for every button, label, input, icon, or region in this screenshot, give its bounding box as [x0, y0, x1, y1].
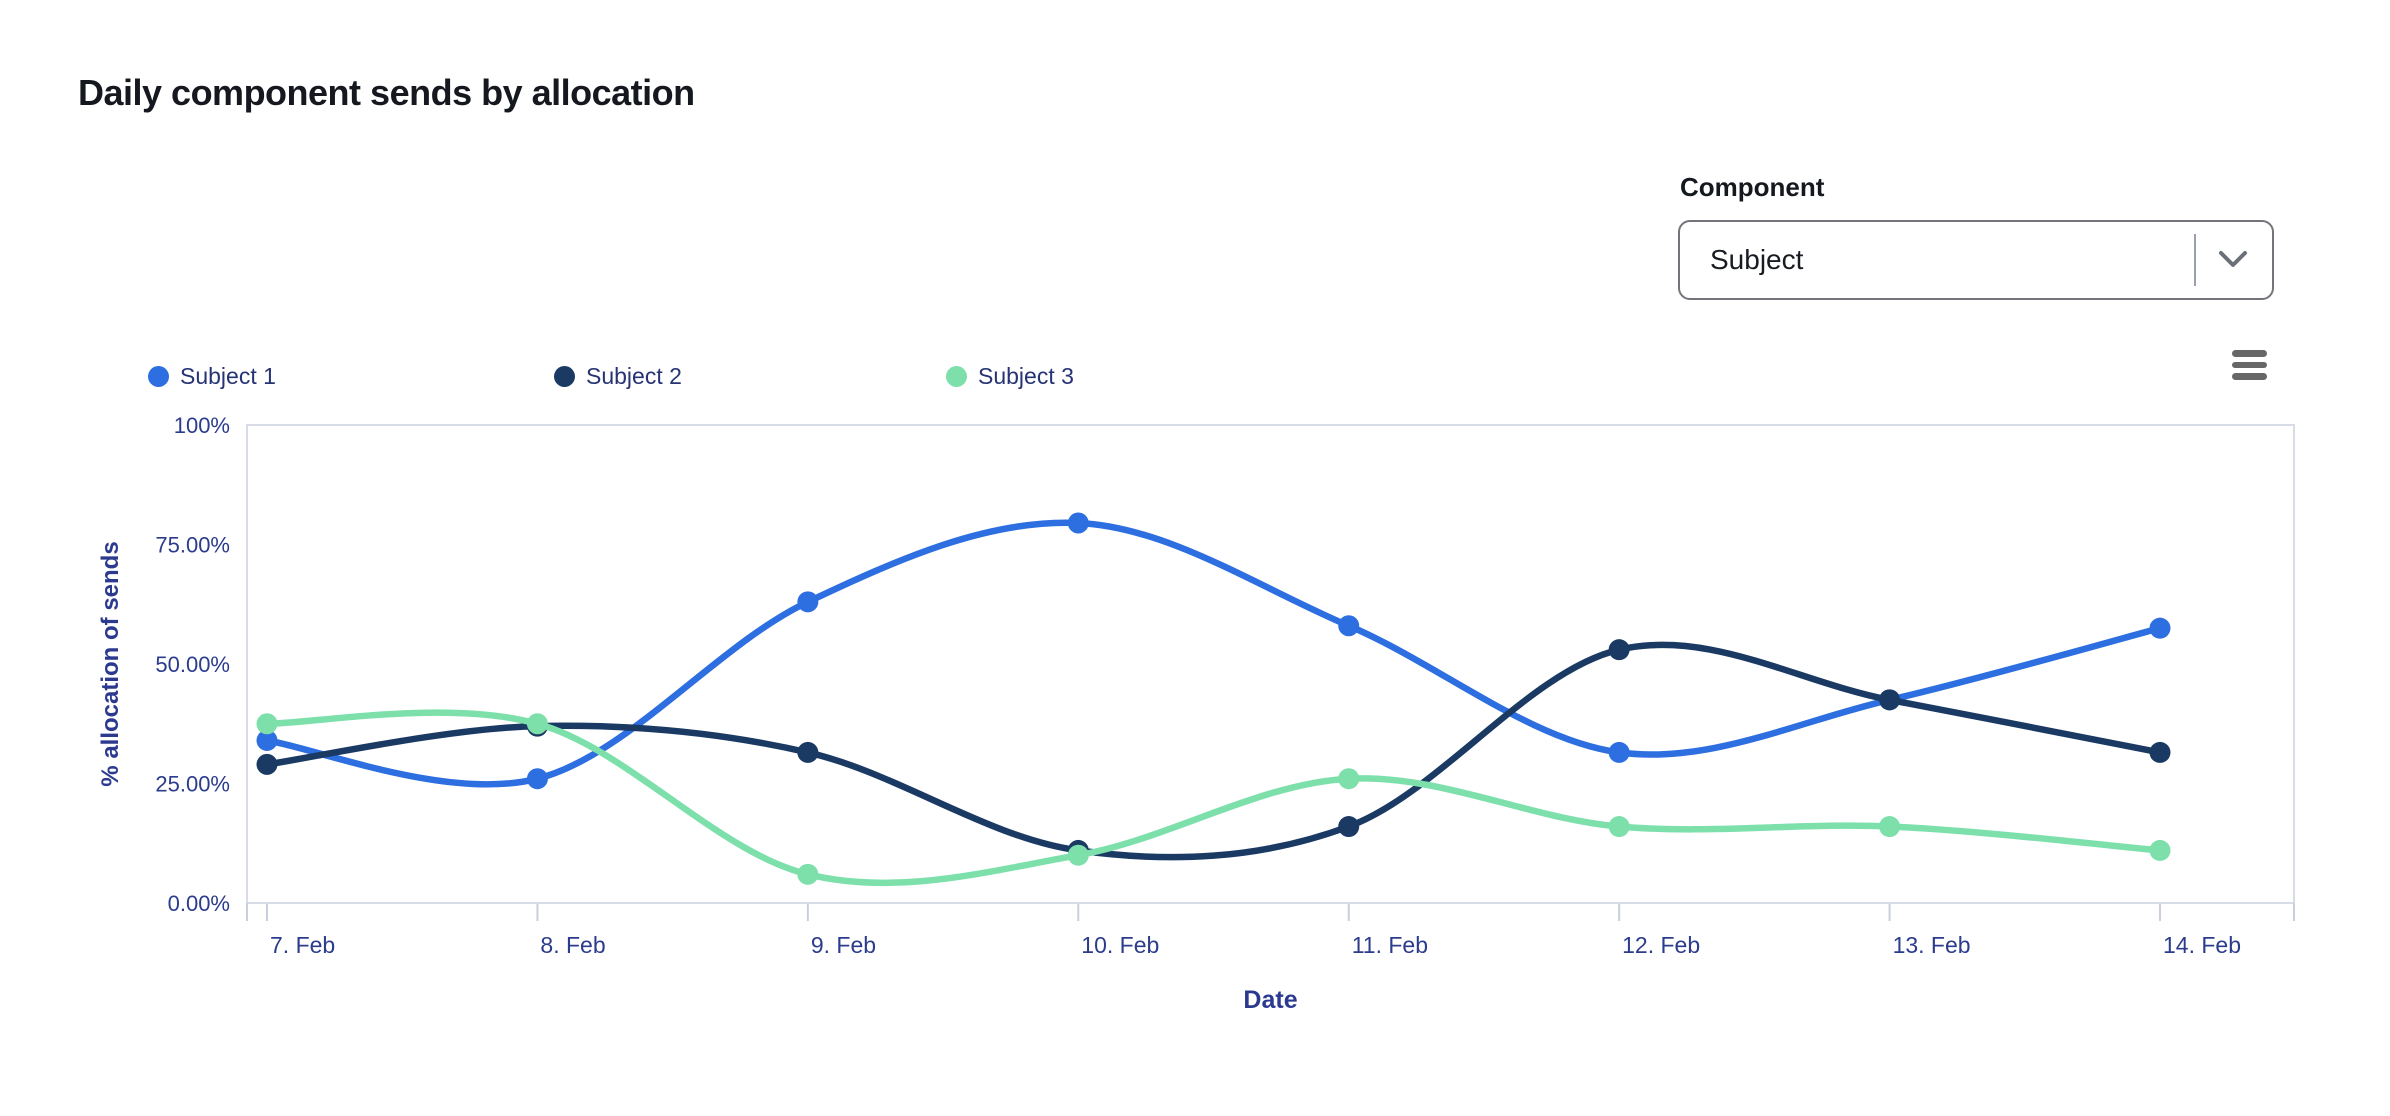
legend-marker-icon: [148, 365, 169, 387]
series-subject-3[interactable]: [256, 709, 2171, 887]
data-point[interactable]: [1608, 816, 1630, 838]
data-point[interactable]: [2149, 617, 2171, 639]
x-axis-label: 8. Feb: [540, 932, 605, 958]
legend-label: Subject 3: [978, 362, 1074, 389]
chevron-down-icon[interactable]: [2218, 250, 2248, 270]
y-axis-label: 0.00%: [168, 891, 230, 916]
data-point[interactable]: [1608, 741, 1630, 763]
y-axis-label: 75.00%: [155, 533, 230, 558]
legend-item-subject-3[interactable]: Subject 3: [946, 358, 1074, 394]
legend-label: Subject 1: [180, 362, 276, 389]
data-point[interactable]: [1879, 689, 1901, 711]
data-point[interactable]: [1067, 512, 1089, 534]
page-title: Daily component sends by allocation: [78, 72, 695, 113]
data-point[interactable]: [256, 713, 278, 735]
hamburger-icon: [2232, 350, 2267, 357]
select-divider: [2194, 234, 2196, 286]
y-axis-label: 100%: [174, 413, 230, 438]
y-axis-label: 25.00%: [155, 772, 230, 797]
data-point[interactable]: [526, 713, 548, 735]
x-axis-title: Date: [1243, 986, 1297, 1014]
x-axis-label: 14. Feb: [2163, 932, 2241, 958]
y-axis-title: % allocation of sends: [97, 541, 124, 786]
x-axis-label: 7. Feb: [270, 932, 335, 958]
data-point[interactable]: [797, 863, 819, 885]
data-point[interactable]: [797, 591, 819, 613]
legend-label: Subject 2: [586, 362, 682, 389]
x-axis-label: 13. Feb: [1893, 932, 1971, 958]
data-point[interactable]: [526, 768, 548, 790]
data-point[interactable]: [1879, 816, 1901, 838]
data-point[interactable]: [1338, 816, 1360, 838]
x-axis-label: 9. Feb: [811, 932, 876, 958]
chart-menu-button[interactable]: [2224, 342, 2275, 388]
x-axis-label: 11. Feb: [1352, 932, 1428, 958]
data-point[interactable]: [256, 753, 278, 775]
data-point[interactable]: [1067, 844, 1089, 866]
data-point[interactable]: [1338, 768, 1360, 790]
series-line: [263, 709, 2164, 887]
component-select[interactable]: Subject: [1678, 220, 2274, 300]
x-axis-label: 12. Feb: [1622, 932, 1700, 958]
data-point[interactable]: [256, 729, 278, 751]
plot-border: [246, 424, 2295, 904]
data-point[interactable]: [2149, 839, 2171, 861]
x-axis-label: 10. Feb: [1081, 932, 1159, 958]
legend-marker-icon: [554, 365, 575, 387]
data-point[interactable]: [2149, 741, 2171, 763]
component-select-value: Subject: [1710, 244, 1804, 275]
series-line: [263, 519, 2164, 788]
legend-marker-icon: [946, 365, 967, 387]
y-axis-label: 50.00%: [155, 652, 230, 677]
component-label: Component: [1680, 172, 1825, 202]
data-point[interactable]: [1338, 615, 1360, 637]
data-point[interactable]: [797, 741, 819, 763]
chart-legend: Subject 1 Subject 2 Subject 3: [0, 358, 2390, 394]
series-line: [263, 641, 2164, 861]
data-point[interactable]: [1608, 639, 1630, 661]
legend-item-subject-2[interactable]: Subject 2: [554, 358, 682, 394]
legend-item-subject-1[interactable]: Subject 1: [148, 358, 276, 394]
